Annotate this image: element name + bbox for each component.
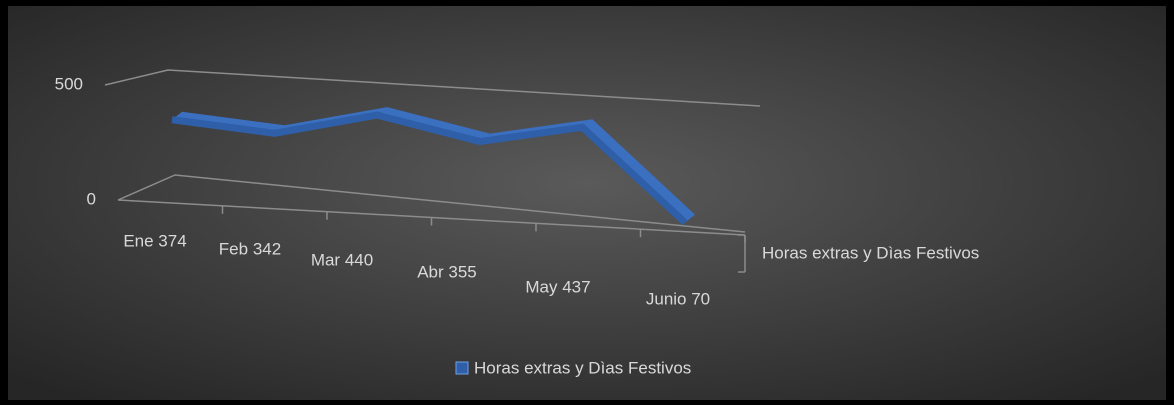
x-tick-label: Mar 440	[311, 250, 373, 269]
grid-line	[117, 174, 746, 233]
y-tick-label: 500	[55, 74, 83, 93]
line	[171, 111, 688, 226]
grid-line	[104, 69, 761, 107]
depth-label: Horas extras y Dìas Festivos	[762, 243, 979, 262]
x-tick-label: Junio 70	[646, 289, 710, 308]
ribbon-depth	[172, 107, 695, 223]
legend-label: Horas extras y Dìas Festivos	[474, 358, 691, 377]
x-tick-label: Ene 374	[123, 231, 186, 250]
x-tick-label: May 437	[525, 277, 590, 296]
y-tick-label: 0	[87, 189, 96, 208]
legend-swatch	[455, 361, 469, 375]
x-tick-label: Abr 355	[417, 262, 477, 281]
x-tick-label: Feb 342	[219, 239, 281, 258]
